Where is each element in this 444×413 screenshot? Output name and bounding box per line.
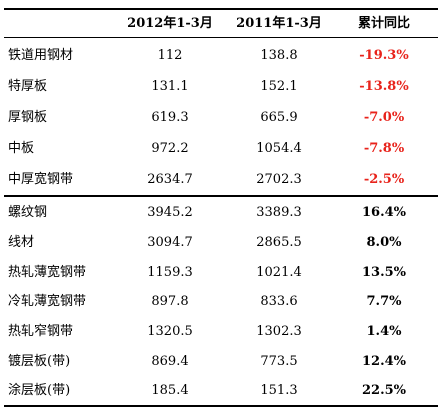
table-row: 厚钢板 619.3 665.9 -7.0% [4, 102, 438, 133]
yoy-change: -7.0% [363, 110, 405, 125]
yoy-change: -13.8% [359, 79, 409, 94]
value-2011: 152.1 [260, 79, 298, 94]
value-2012: 1320.5 [147, 324, 193, 339]
product-name: 螺纹钢 [8, 205, 48, 220]
value-2011: 138.8 [260, 48, 298, 63]
table-top-rule [4, 8, 438, 10]
value-2011: 1021.4 [256, 265, 302, 280]
value-2012: 131.1 [151, 79, 189, 94]
value-2012: 897.8 [151, 294, 189, 309]
table-row: 中厚宽钢带 2634.7 2702.3 -2.5% [4, 164, 438, 195]
value-2011: 1054.4 [256, 141, 302, 156]
table-row: 特厚板 131.1 152.1 -13.8% [4, 71, 438, 102]
value-2012: 1159.3 [147, 265, 193, 280]
value-2011: 3389.3 [256, 205, 302, 220]
value-2012: 619.3 [151, 110, 189, 125]
table-row: 冷轧薄宽钢带 897.8 833.6 7.7% [4, 286, 438, 317]
value-2012: 3945.2 [147, 205, 193, 220]
value-2011: 665.9 [260, 110, 298, 125]
product-name: 线材 [8, 235, 35, 250]
table-row: 热轧窄钢带 1320.5 1302.3 1.4% [4, 316, 438, 347]
value-2012: 2634.7 [147, 172, 193, 187]
value-2012: 972.2 [151, 141, 189, 156]
value-2011: 151.3 [260, 383, 298, 398]
table-row: 铁道用钢材 112 138.8 -19.3% [4, 40, 438, 71]
yoy-change: 22.5% [361, 383, 406, 398]
table-row: 涂层板(带) 185.4 151.3 22.5% [4, 375, 438, 406]
header-2011: 2011年1-3月 [236, 16, 322, 31]
yoy-change: -19.3% [359, 48, 409, 63]
header-change: 累计同比 [357, 16, 410, 31]
table-row: 螺纹钢 3945.2 3389.3 16.4% [4, 197, 438, 228]
header-product [8, 10, 118, 38]
header-2012: 2012年1-3月 [127, 16, 213, 31]
table-row: 中板 972.2 1054.4 -7.8% [4, 133, 438, 164]
value-2012: 112 [157, 48, 183, 63]
group-divider-rule [4, 195, 438, 197]
yoy-change: 12.4% [361, 354, 406, 369]
value-2011: 833.6 [260, 294, 298, 309]
table-row: 镀层板(带) 869.4 773.5 12.4% [4, 346, 438, 377]
yoy-change: 7.7% [366, 294, 402, 309]
table-header-rule [4, 37, 438, 38]
product-name: 涂层板(带) [8, 383, 71, 398]
value-2012: 185.4 [151, 383, 189, 398]
table-header-row: 2012年1-3月 2011年1-3月 累计同比 [4, 10, 438, 41]
product-name: 中厚宽钢带 [8, 172, 74, 187]
table-row: 线材 3094.7 2865.5 8.0% [4, 227, 438, 258]
product-name: 铁道用钢材 [8, 48, 74, 63]
value-2012: 3094.7 [147, 235, 193, 250]
value-2011: 2702.3 [256, 172, 302, 187]
table-bottom-rule [4, 405, 438, 407]
product-name: 镀层板(带) [8, 354, 71, 369]
yoy-change: 8.0% [366, 235, 402, 250]
table-row: 热轧薄宽钢带 1159.3 1021.4 13.5% [4, 257, 438, 288]
value-2011: 2865.5 [256, 235, 302, 250]
product-name: 特厚板 [8, 79, 48, 94]
value-2011: 773.5 [260, 354, 298, 369]
product-name: 热轧窄钢带 [8, 324, 74, 339]
product-name: 冷轧薄宽钢带 [8, 294, 87, 309]
yoy-change: 1.4% [366, 324, 402, 339]
product-name: 中板 [8, 141, 35, 156]
yoy-change: 13.5% [361, 265, 406, 280]
value-2011: 1302.3 [256, 324, 302, 339]
yoy-change: -7.8% [363, 141, 405, 156]
product-name: 厚钢板 [8, 110, 48, 125]
product-name: 热轧薄宽钢带 [8, 265, 87, 280]
yoy-change: -2.5% [363, 172, 405, 187]
yoy-change: 16.4% [361, 205, 406, 220]
value-2012: 869.4 [151, 354, 189, 369]
